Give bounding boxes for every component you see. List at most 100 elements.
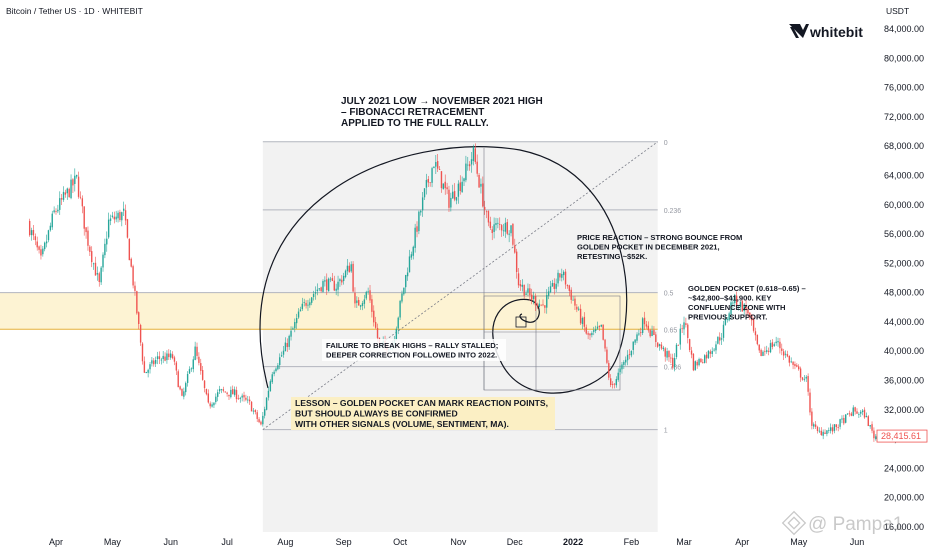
candle-body <box>703 355 706 363</box>
candle-body <box>816 426 819 431</box>
candle-body <box>295 318 298 324</box>
candle-body <box>758 344 760 351</box>
candle-body <box>138 312 140 325</box>
candle-body <box>707 350 710 358</box>
candle-body <box>546 294 548 308</box>
candle-body <box>499 224 501 225</box>
candle-body <box>145 371 147 374</box>
candle-body <box>576 306 578 310</box>
candles-layer <box>28 143 877 442</box>
annotation-lesson-line: BUT SHOULD ALWAYS BE CONFIRMED <box>295 409 458 419</box>
candle-body <box>760 349 762 357</box>
candle-body <box>818 430 821 432</box>
annotation-lesson-line: LESSON – GOLDEN POCKET CAN MARK REACTION… <box>295 398 548 408</box>
fib-level-label: 1 <box>664 428 668 435</box>
candle-body <box>856 411 858 414</box>
candle-body <box>463 178 465 182</box>
candle-body <box>645 324 648 327</box>
candle-body <box>756 334 759 345</box>
candle-body <box>809 392 811 413</box>
candle-body <box>211 404 213 407</box>
whitebit-logo-icon <box>789 24 809 38</box>
candle-body <box>570 289 572 300</box>
candle-body <box>672 357 674 368</box>
candle-body <box>136 291 138 314</box>
annotation-header-line: – FIBONACCI RETRACEMENT <box>341 107 484 118</box>
candle-body <box>536 304 539 306</box>
candle-body <box>677 344 680 346</box>
candle-body <box>711 351 713 354</box>
candle-body <box>604 339 606 349</box>
candle-body <box>269 381 272 392</box>
candle-body <box>337 281 339 290</box>
candle-body <box>561 274 563 278</box>
candle-body <box>468 164 471 167</box>
candle-body <box>626 354 629 361</box>
candle-body <box>529 288 531 296</box>
candle-body <box>647 325 649 331</box>
candle-body <box>632 341 634 350</box>
candle-body <box>436 161 439 169</box>
candle-body <box>764 350 766 352</box>
candle-body <box>634 339 636 343</box>
candle-body <box>579 308 582 324</box>
whitebit-logo-mark <box>790 27 799 38</box>
candle-body <box>425 179 428 188</box>
candle-body <box>81 198 84 207</box>
candle-body <box>190 368 193 370</box>
candle-body <box>85 227 87 233</box>
candle-body <box>773 344 775 346</box>
candle-body <box>316 289 319 292</box>
candle-body <box>446 187 448 190</box>
annotation-price-reaction-line: RETESTING ~$52K. <box>577 252 647 261</box>
candle-body <box>814 424 817 427</box>
candle-body <box>363 299 366 304</box>
candle-body <box>664 348 666 357</box>
candle-body <box>158 356 161 359</box>
candle-body <box>106 238 108 245</box>
candle-body <box>850 413 853 416</box>
candle-body <box>822 431 824 436</box>
candle-body <box>566 285 569 287</box>
candle-body <box>344 270 347 278</box>
candle-body <box>117 212 119 219</box>
annotation-golden-pocket-line: PREVIOUS SUPPORT. <box>688 313 767 322</box>
candle-body <box>839 419 841 427</box>
candle-body <box>181 388 183 396</box>
candle-body <box>863 409 866 418</box>
candle-body <box>679 328 681 345</box>
candle-body <box>681 328 683 330</box>
y-tick-label: 76,000.00 <box>884 83 924 93</box>
candle-body <box>421 197 424 211</box>
candle-body <box>346 265 349 272</box>
candle-body <box>115 216 117 220</box>
candle-body <box>457 183 460 197</box>
candle-body <box>34 236 37 241</box>
candle-body <box>297 311 300 318</box>
candle-body <box>732 302 734 304</box>
candle-body <box>557 272 559 284</box>
candle-body <box>154 359 157 364</box>
candle-body <box>581 317 584 325</box>
candle-body <box>442 183 445 190</box>
candle-body <box>540 304 542 306</box>
candle-body <box>171 354 174 359</box>
candle-body <box>284 342 287 352</box>
annotation-lesson-line: WITH OTHER SIGNALS (VOLUME, SENTIMENT, M… <box>295 419 509 429</box>
candle-body <box>799 368 802 378</box>
candle-body <box>141 343 144 362</box>
candle-body <box>751 315 753 321</box>
candle-body <box>226 392 228 394</box>
candle-body <box>373 310 375 323</box>
candle-body <box>578 308 580 310</box>
candle-body <box>369 290 371 301</box>
candle-body <box>743 304 745 312</box>
candle-body <box>164 356 166 361</box>
candle-body <box>775 341 777 344</box>
x-tick-label: Mar <box>676 537 692 547</box>
candle-body <box>104 243 106 256</box>
candle-body <box>153 360 155 365</box>
candle-body <box>64 192 67 195</box>
candle-body <box>314 292 317 294</box>
